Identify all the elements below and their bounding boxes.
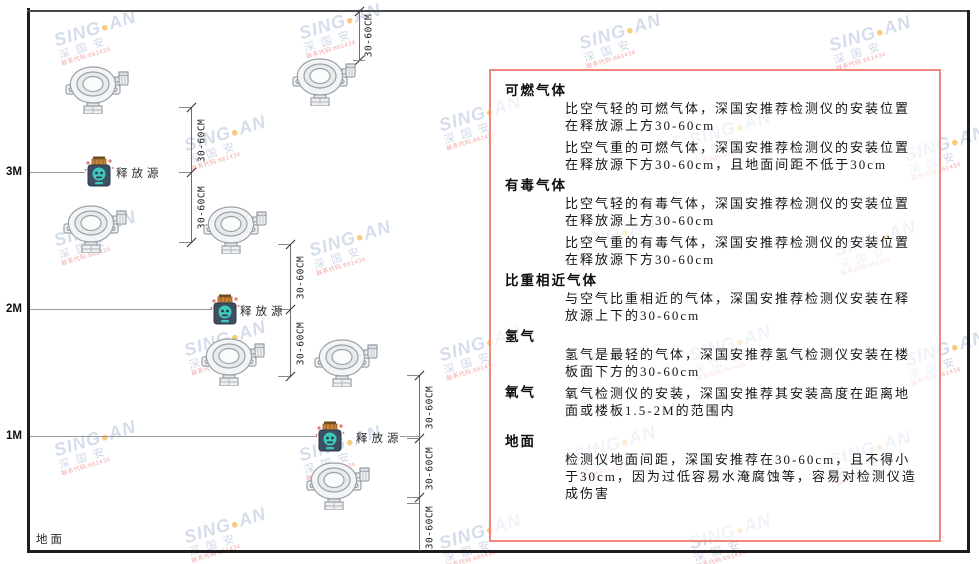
dimension-line-ceiling <box>359 11 360 60</box>
release-source-label: 释放源 <box>356 433 403 445</box>
dimension-label: 30-60CM <box>295 321 307 365</box>
section-heading: 比重相近气体 <box>505 273 598 288</box>
ground-label: 地面 <box>36 534 65 546</box>
section-toxic-gas: 有毒气体 比空气轻的有毒气体，深国安推荐检测仪的安装位置在释放源上方30-60c… <box>503 178 927 268</box>
dimension-label: 30-60CM <box>196 118 208 162</box>
section-heading: 氧气 <box>505 385 536 400</box>
height-label-3m: 3M <box>6 166 22 178</box>
gas-detector-icon <box>63 203 127 253</box>
section-heading: 地面 <box>505 434 536 449</box>
dimension-label: 30-60CM <box>295 255 307 299</box>
section-combustible-gas: 可燃气体 比空气轻的可燃气体，深国安推荐检测仪的安装位置在释放源上方30-60c… <box>503 83 927 173</box>
release-source-icon <box>315 421 345 453</box>
release-source-label: 释放源 <box>240 306 287 318</box>
note-paragraph: 检测仪地面间距，深国安推荐在30-60cm，且不得小于30cm，因为过低容易水淹… <box>565 452 917 501</box>
height-label-2m: 2M <box>6 303 22 315</box>
note-paragraph: 氧气检测仪的安装，深国安推荐其安装高度在距离地面或楼板1.5-2M的范围内 <box>565 386 911 418</box>
section-heading: 可燃气体 <box>505 83 567 98</box>
note-paragraph: 与空气比重相近的气体，深国安推荐检测仪安装在释放源上下的30-60cm <box>565 291 911 323</box>
gas-detector-icon <box>314 337 378 387</box>
section-hydrogen: 氢气 氢气是最轻的气体，深国安推荐氢气检测仪安装在楼板面下方的30-60cm <box>503 329 927 380</box>
dimension-line-2m <box>290 244 291 376</box>
height-line-3m <box>30 172 85 173</box>
gas-detector-icon <box>65 64 129 114</box>
dimension-label: 30-60CM <box>424 505 436 550</box>
note-paragraph: 比空气重的有毒气体，深国安推荐检测仪的安装位置在释放源下方30-60cm <box>565 235 911 267</box>
section-ground: 地面 检测仪地面间距，深国安推荐在30-60cm，且不得小于30cm，因为过低容… <box>503 434 927 502</box>
ground-line <box>27 550 970 553</box>
height-line-1m <box>30 436 317 437</box>
gas-detector-icon <box>292 56 356 106</box>
right-border-line <box>967 10 970 553</box>
note-paragraph: 比空气重的可燃气体，深国安推荐检测仪的安装位置在释放源下方30-60cm，且地面… <box>565 140 911 172</box>
height-label-1m: 1M <box>6 430 22 442</box>
note-paragraph: 氢气是最轻的气体，深国安推荐氢气检测仪安装在楼板面下方的30-60cm <box>565 347 911 379</box>
release-source-icon <box>210 294 240 326</box>
height-line-2m <box>30 309 212 310</box>
section-similar-density-gas: 比重相近气体 与空气比重相近的气体，深国安推荐检测仪安装在释放源上下的30-60… <box>503 273 927 324</box>
height-line-1m-ext <box>400 436 420 437</box>
release-source-label: 释放源 <box>116 168 163 180</box>
section-heading: 氢气 <box>505 329 536 344</box>
gas-detector-icon <box>306 460 370 510</box>
gas-detector-icon <box>203 204 267 254</box>
dimension-line-1m <box>419 375 420 551</box>
gas-detector-icon <box>201 336 265 386</box>
dimension-label: 30-60CM <box>424 446 436 490</box>
section-oxygen: 氧气 氧气检测仪的安装，深国安推荐其安装高度在距离地面或楼板1.5-2M的范围内 <box>503 385 927 424</box>
note-paragraph: 比空气轻的有毒气体，深国安推荐检测仪的安装位置在释放源上方30-60cm <box>565 196 911 228</box>
dimension-label: 30-60CM <box>424 385 436 429</box>
ceiling-line <box>27 10 970 12</box>
installation-notes-panel: 可燃气体 比空气轻的可燃气体，深国安推荐检测仪的安装位置在释放源上方30-60c… <box>489 69 941 542</box>
section-heading: 有毒气体 <box>505 178 567 193</box>
dimension-label: 30-60CM <box>363 13 375 57</box>
wall-line <box>27 8 30 553</box>
dimension-line-3m <box>191 107 192 242</box>
note-paragraph: 比空气轻的可燃气体，深国安推荐检测仪的安装位置在释放源上方30-60cm <box>565 101 911 133</box>
release-source-icon <box>84 156 114 188</box>
